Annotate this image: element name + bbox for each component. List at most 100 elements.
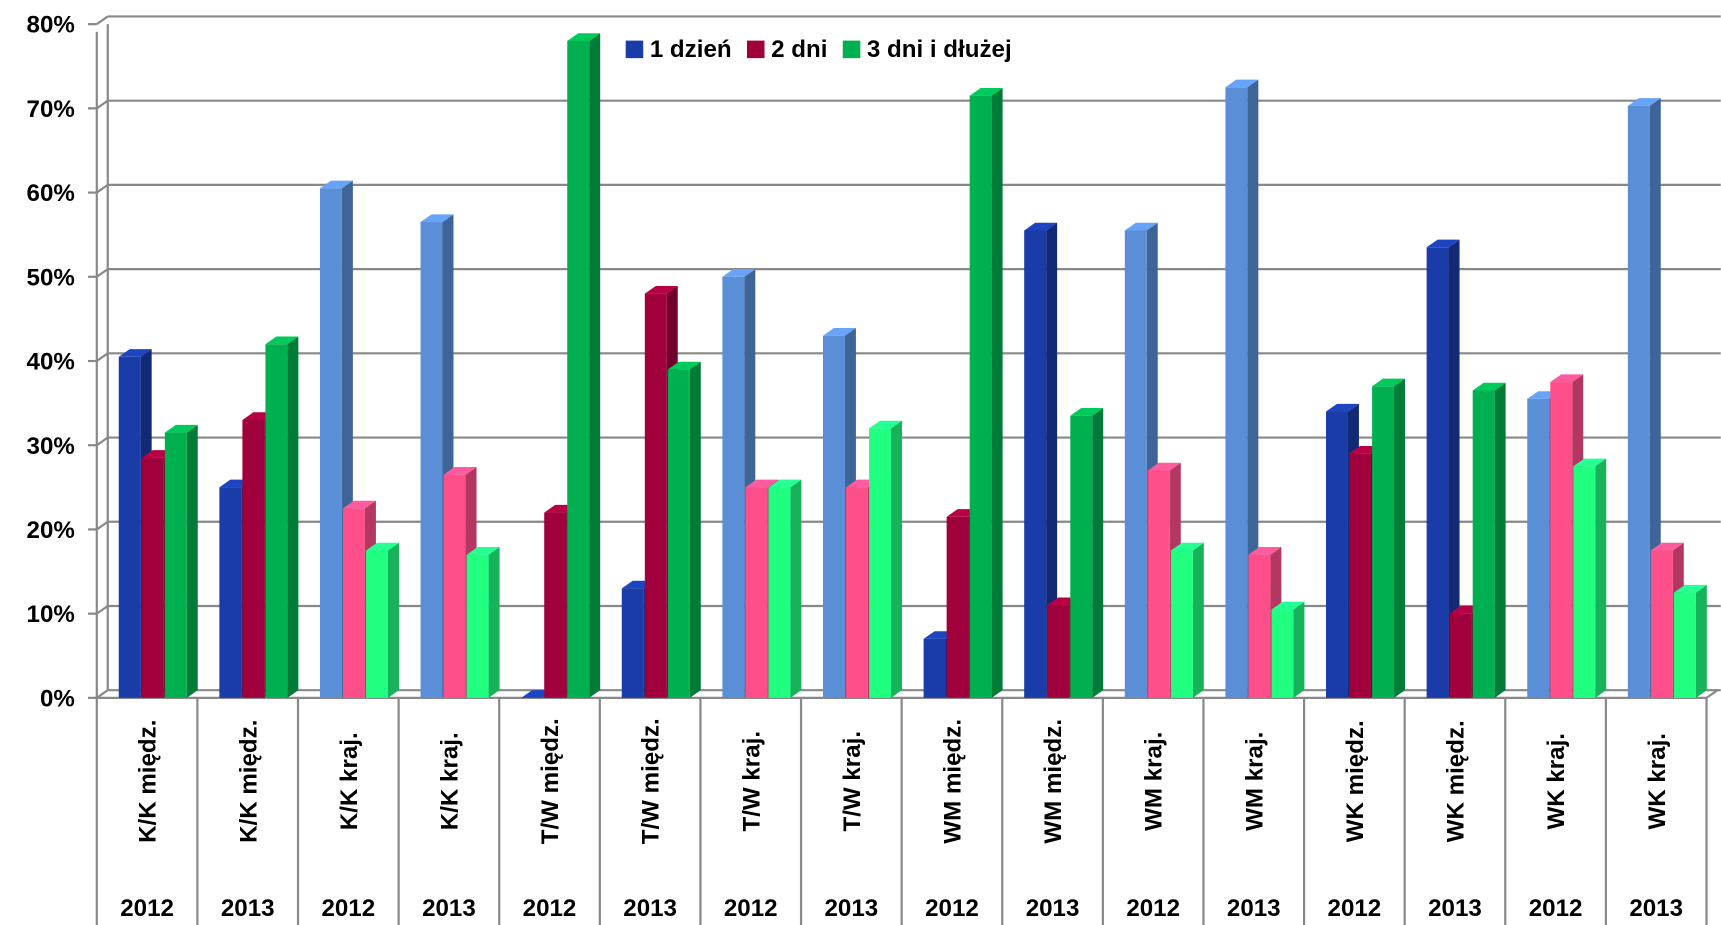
bar-top	[1271, 601, 1305, 610]
grid-line	[96, 520, 109, 531]
bar-front	[1527, 398, 1550, 698]
bar-front	[1673, 592, 1696, 698]
x-group-label: 2013	[1629, 895, 1683, 922]
bar-front	[1047, 605, 1070, 698]
grid-line	[96, 183, 109, 194]
y-tick-label: 50%	[27, 264, 75, 291]
bar-side	[1293, 601, 1305, 698]
x-tick-label: T/W międz.	[537, 718, 564, 844]
bar-front	[768, 487, 791, 698]
legend-swatch	[746, 40, 765, 59]
bar-side	[1695, 584, 1707, 698]
grid-line	[96, 605, 109, 615]
bar	[466, 547, 500, 698]
bar-side	[287, 336, 299, 698]
bar-front	[1627, 105, 1650, 698]
bar-front	[265, 344, 288, 698]
x-group-label: 2012	[523, 895, 577, 922]
bar-front	[219, 487, 242, 698]
bar-front	[722, 276, 745, 698]
bar-side	[1394, 378, 1406, 698]
y-tick-label: 10%	[27, 601, 75, 628]
grid-line	[96, 268, 109, 278]
bar-front	[1372, 386, 1395, 698]
bar-side	[1092, 408, 1104, 698]
legend-label: 1 dzień	[650, 36, 732, 63]
grid-line	[96, 352, 109, 362]
bar-top	[118, 349, 152, 357]
x-tick-label: WM kraj.	[1141, 732, 1168, 831]
bar-side	[589, 33, 601, 698]
x-tick-label: WK międz.	[1342, 720, 1369, 842]
bar-front	[1124, 230, 1147, 698]
x-tick-label: K/K międz.	[235, 720, 262, 843]
legend-label: 2 dni	[771, 36, 827, 63]
bar-top	[1650, 542, 1684, 551]
legend-swatch	[842, 40, 861, 59]
bar-front	[319, 188, 342, 698]
bar-front	[366, 550, 388, 698]
bar-top	[366, 542, 399, 551]
bar-front	[342, 508, 365, 698]
y-tick-label: 80%	[27, 12, 75, 39]
bar	[1673, 584, 1707, 698]
y-tick-label: 20%	[27, 517, 75, 544]
x-tick-label: T/W kraj.	[738, 731, 765, 832]
bar-top	[342, 500, 376, 509]
bar-front	[1326, 411, 1348, 698]
x-group-label: 2013	[623, 895, 677, 922]
bar-front	[1225, 87, 1248, 698]
bar-side	[891, 420, 902, 698]
bar	[768, 479, 802, 698]
bar-side	[790, 479, 802, 698]
bar-side	[1247, 79, 1259, 698]
bar-front	[242, 419, 265, 698]
bar-top	[745, 479, 779, 488]
bar	[869, 420, 902, 698]
bar-side	[488, 547, 500, 698]
legend-swatch	[625, 40, 644, 59]
bar-side	[1595, 458, 1607, 698]
bar	[164, 424, 198, 698]
bar-top	[164, 424, 198, 433]
x-group-label: 2012	[120, 895, 174, 922]
bar-front	[869, 428, 892, 698]
bar-front	[946, 516, 969, 698]
bar-front	[667, 369, 690, 698]
x-tick-label: WK kraj.	[1644, 733, 1671, 830]
bar-front	[1271, 609, 1294, 698]
x-tick-label: WM międz.	[940, 719, 967, 844]
y-tick-label: 40%	[27, 349, 75, 376]
bar-front	[1349, 453, 1372, 698]
x-tick-label: T/W kraj.	[839, 731, 866, 832]
x-tick-label: T/W międz.	[638, 718, 665, 844]
bar-front	[621, 588, 644, 698]
axis-line	[1705, 689, 1719, 699]
grid-line	[96, 689, 109, 699]
bar-front	[1650, 550, 1673, 698]
x-group-label: 2012	[321, 895, 375, 922]
bar-top	[1170, 542, 1204, 551]
bar-top	[466, 547, 500, 555]
bar	[1170, 542, 1204, 698]
bar-front	[1024, 230, 1047, 698]
bar-top	[1550, 374, 1584, 383]
x-group-label: 2013	[1026, 895, 1080, 922]
bar-front	[443, 474, 466, 698]
bar	[1271, 601, 1305, 698]
bar-front	[846, 487, 868, 698]
bar-front	[1248, 554, 1271, 698]
bar-side	[1192, 542, 1204, 698]
bar-front	[1472, 390, 1495, 698]
bar-top	[1573, 458, 1607, 467]
x-group-label: 2013	[221, 895, 275, 922]
bar	[969, 88, 1003, 698]
bar-front	[466, 554, 489, 698]
x-group-label: 2012	[1328, 895, 1382, 922]
bar-front	[164, 432, 187, 698]
bar-front	[822, 335, 845, 698]
bar-top	[969, 88, 1003, 96]
bar-top	[667, 361, 701, 370]
bar-front	[1426, 247, 1449, 698]
